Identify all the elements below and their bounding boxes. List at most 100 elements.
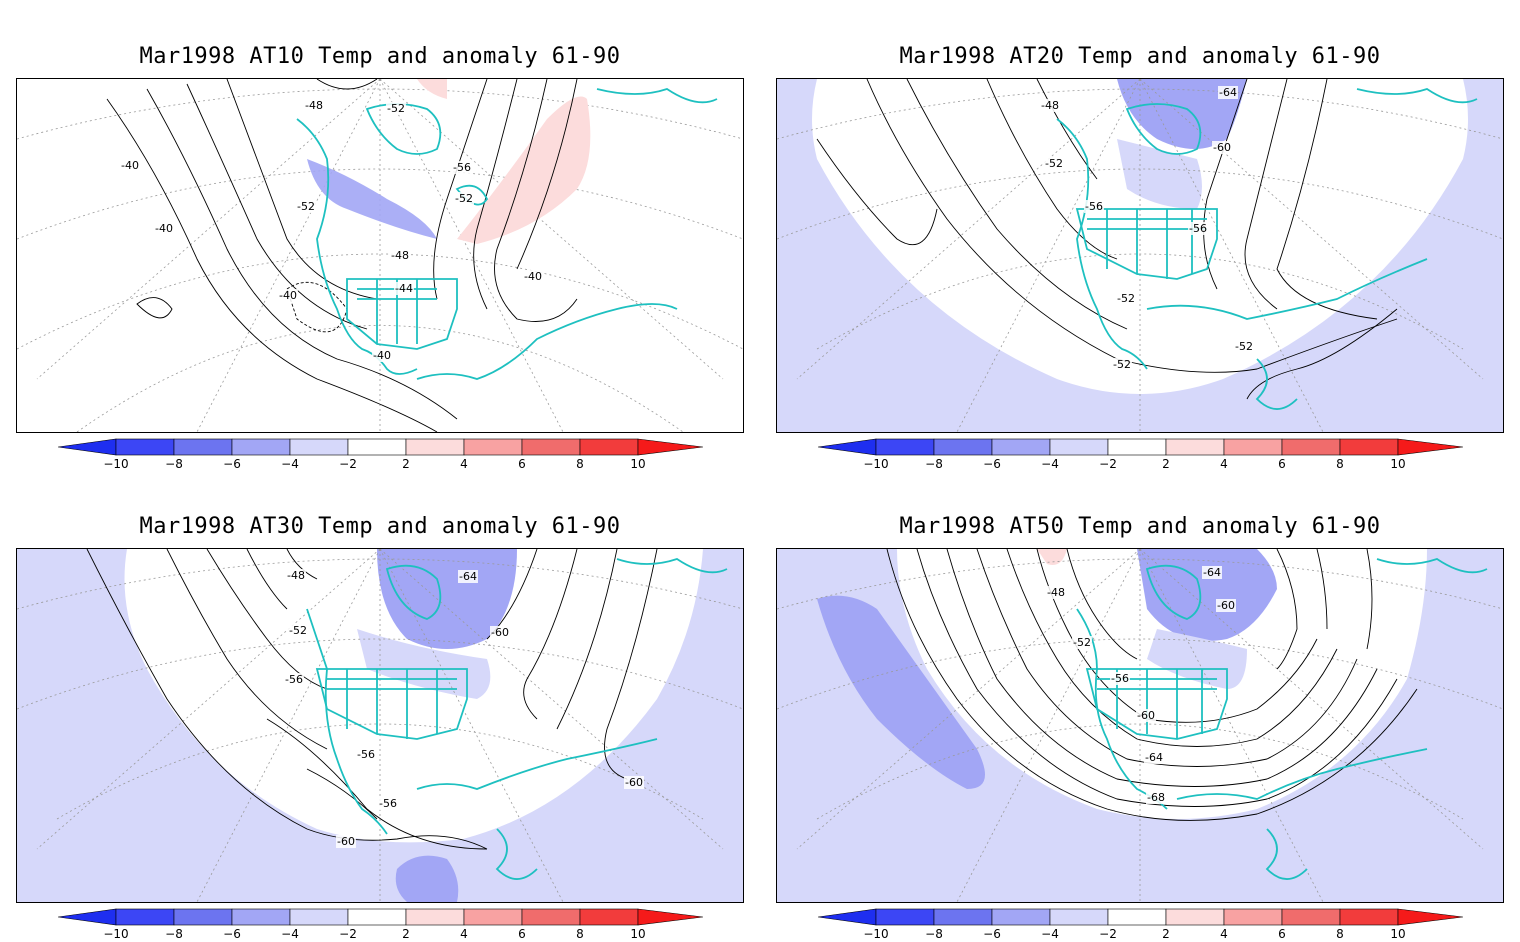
map-plot: -48 -64 -60 -52 -56 -56 -52 -52 -52 [776,78,1504,433]
contour-label-bg [523,270,543,283]
colorbar-label: −10 [103,927,129,941]
contour-label-bg [372,349,392,362]
colorbar-label: −2 [1099,927,1117,941]
contour-label: -56 [1085,200,1103,213]
contour-label: -60 [1213,141,1231,154]
contour-label: -56 [1189,222,1207,235]
contour-label-bg [304,99,324,112]
contour-label-bg [120,159,140,172]
colorbar-label: −4 [1041,457,1059,471]
colorbar-label: 10 [1390,457,1406,471]
contour-label-bg [1234,340,1254,353]
colorbar-label: −4 [1041,927,1059,941]
map-svg: -48 -64 -60 -52 -56 -56 -52 -52 -52 [777,79,1503,432]
contour-label: -60 [337,835,355,848]
colorbar: −10 −8 −6 −4 −2 2 4 6 8 10 [817,438,1464,472]
contour-label: -60 [491,626,509,639]
colorbar-label: −10 [103,457,129,471]
colorbar-svg [57,438,704,456]
colorbar-label: −6 [223,457,241,471]
contour-label-bg [1202,566,1222,579]
contour-label-bg [284,673,304,686]
contour-label: -56 [357,748,375,761]
contour-label-bg [490,626,510,639]
panel-title: Mar1998 AT50 Temp and anomaly 61-90 [899,514,1381,539]
contour-label-bg [1144,751,1164,764]
colorbar-label: 2 [402,927,410,941]
contour-label: -48 [1047,586,1065,599]
contour-label-bg [1116,292,1136,305]
colorbar-label: −10 [863,457,889,471]
contour-label-bg [452,161,472,174]
colorbar-label: −6 [983,927,1001,941]
contour-label-bg [1112,358,1132,371]
contour-label: -40 [121,159,139,172]
colorbar-label: 10 [1390,927,1406,941]
contour-label-bg [1110,672,1130,685]
panel-title: Mar1998 AT30 Temp and anomaly 61-90 [139,514,621,539]
contour-label: -64 [1219,86,1237,99]
colorbar-label: 2 [1162,457,1170,471]
contour-label: -64 [459,570,477,583]
contour-label: -68 [1147,791,1165,804]
colorbar-svg [817,908,1464,926]
colorbar-label: 2 [402,457,410,471]
contour-label: -52 [455,192,473,205]
contour-label-bg [288,624,308,637]
contour-label-bg [1216,599,1236,612]
contour-label: -52 [1073,636,1091,649]
contour-label: -60 [1137,709,1155,722]
colorbar-label: −6 [223,927,241,941]
contour-label-bg [1212,141,1232,154]
contour-label: -40 [279,289,297,302]
colorbar-label: 8 [1336,457,1344,471]
contour-label-bg [1044,157,1064,170]
colorbar-label: 8 [1336,927,1344,941]
colorbar-label: −8 [925,927,943,941]
contour-label-bg [1146,791,1166,804]
contour-label: -64 [1203,566,1221,579]
contour-label-bg [386,102,406,115]
contour-label: -48 [1041,99,1059,112]
contour-label-bg [454,192,474,205]
colorbar: −10 −8 −6 −4 −2 2 4 6 8 10 [57,908,704,942]
contour-label-bg [1040,99,1060,112]
colorbar-label: −4 [281,927,299,941]
contour-label: -52 [289,624,307,637]
contour-label-bg [286,569,306,582]
map-svg: -48 -52 -40 -40 -52 -56 -52 -48 -44 -40 … [17,79,743,432]
contour-label-bg [390,249,410,262]
contour-label-bg [1046,586,1066,599]
contour-label-bg [458,570,478,583]
contour-label-bg [356,748,376,761]
colorbar-svg [57,908,704,926]
map-svg: -48 -64 -52 -60 -56 -56 -56 -60 -60 [17,549,743,902]
contour-labels: -48 -52 -40 -40 -52 -56 -52 -48 -44 -40 … [120,99,543,362]
colorbar-label: 4 [460,927,468,941]
contour-label: -44 [395,282,413,295]
colorbar-label: 8 [576,457,584,471]
contour-label: -60 [1217,599,1235,612]
colorbar-label: −4 [281,457,299,471]
colorbar: −10 −8 −6 −4 −2 2 4 6 8 10 [57,438,704,472]
contour-label: -40 [155,222,173,235]
contour-label: -48 [287,569,305,582]
colorbar-label: 6 [1278,457,1286,471]
colorbar-label: −8 [165,927,183,941]
contour-label-bg [296,200,316,213]
colorbar-label: −2 [339,457,357,471]
contour-label: -60 [625,776,643,789]
panel-title: Mar1998 AT20 Temp and anomaly 61-90 [899,44,1381,69]
contour-label: -40 [373,349,391,362]
map-plot: -48 -64 -60 -52 -56 -60 -64 -68 [776,548,1504,903]
map-panel-at20: Mar1998 AT20 Temp and anomaly 61-90 [760,0,1520,472]
contour-label: -48 [305,99,323,112]
colorbar-svg [817,438,1464,456]
contour-label: -40 [524,270,542,283]
contour-label: -52 [1113,358,1131,371]
colorbar-label: 4 [1220,927,1228,941]
contour-label-bg [336,835,356,848]
contour-label: -56 [379,797,397,810]
contour-label: -56 [285,673,303,686]
colorbar-label: 8 [576,927,584,941]
